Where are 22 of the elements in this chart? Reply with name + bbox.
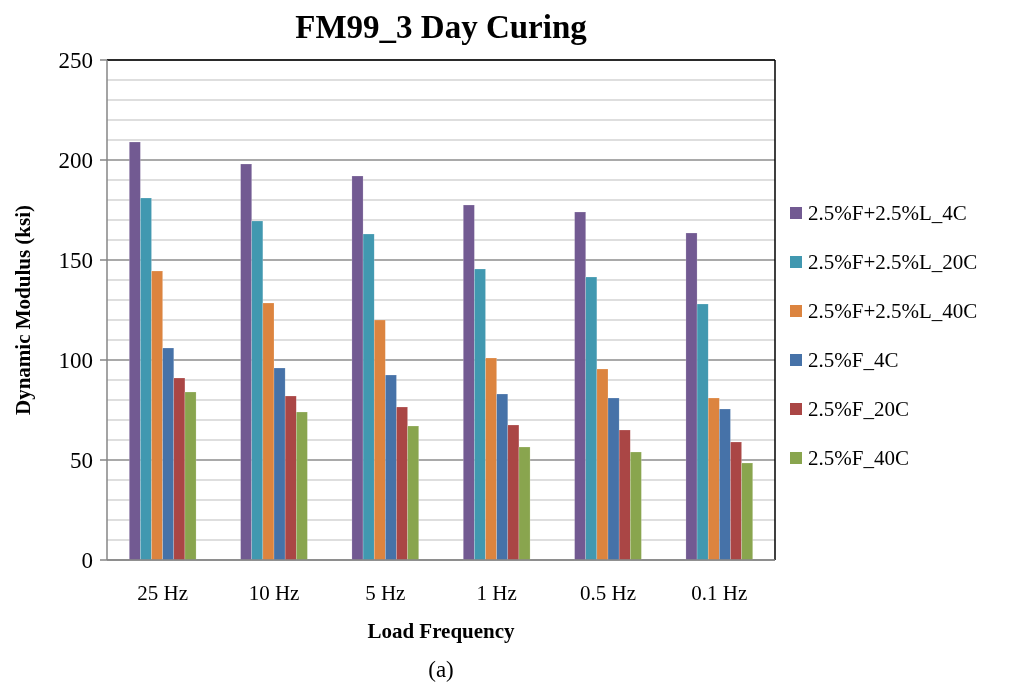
x-tick-label: 25 Hz <box>137 581 189 605</box>
x-tick-label: 1 Hz <box>476 581 517 605</box>
x-tick-label: 0.5 Hz <box>580 581 636 605</box>
x-tick-label: 10 Hz <box>248 581 300 605</box>
y-tick-label: 250 <box>58 48 93 74</box>
legend-label: 2.5%F+2.5%L_40C <box>808 299 978 324</box>
legend-label: 2.5%F+2.5%L_4C <box>808 201 967 226</box>
legend-label: 2.5%F_20C <box>808 397 909 422</box>
legend-label: 2.5%F_40C <box>808 446 909 471</box>
y-axis-title: Dynamic Modulus (ksi) <box>11 204 35 416</box>
y-tick-label: 200 <box>58 148 93 174</box>
text: (a) <box>428 657 454 682</box>
legend-label: 2.5%F_4C <box>808 348 899 373</box>
y-tick-label: 50 <box>70 448 93 474</box>
y-tick-label: 100 <box>58 348 93 374</box>
x-axis-title: Load Frequency <box>367 619 516 643</box>
x-tick-label: 5 Hz <box>365 581 406 605</box>
chart-title: FM99_3 Day Curing <box>295 9 588 45</box>
y-tick-label: 0 <box>81 548 93 574</box>
x-tick-label: 0.1 Hz <box>691 581 748 605</box>
legend-label: 2.5%F+2.5%L_20C <box>808 250 978 275</box>
y-tick-label: 150 <box>58 248 93 274</box>
